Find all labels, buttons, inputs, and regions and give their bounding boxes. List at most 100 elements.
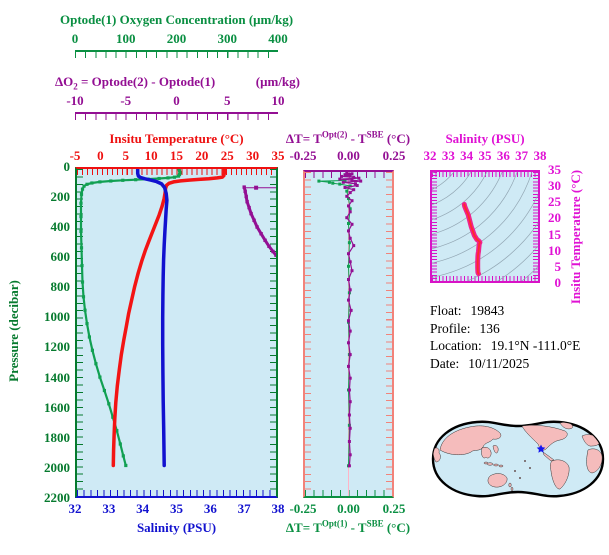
delta-o2-title-units: (μm/kg) [255,74,300,89]
salinity-axis-title: Salinity (PSU) [136,520,217,535]
marker-delta-o2 [271,249,275,254]
marker-dt-opt2-sbe [348,453,352,457]
marker-dt-opt1-sbe [347,241,351,245]
oxygen-axis-title: Optode(1) Oxygen Concentration (μm/kg) [60,12,294,27]
temp-axis-ticklabels: -5 0 5 10 15 20 25 30 35 [69,148,285,163]
marker-oxygen [177,169,182,173]
dt-bottom-axis-title: ΔT= TOpt(1) - TSBE (°C) [285,518,411,535]
marker-dt-opt1-sbe [343,179,347,182]
location-row: Location: 19.1°N -111.0°E [430,337,580,355]
delta-o2-axis-ticks [75,114,278,120]
marker-dt-opt2-sbe [352,244,356,248]
marker-dt-opt2-sbe [348,353,352,357]
float-label: Float: [430,303,462,318]
pressure-axis-title: Pressure (decibar) [6,280,21,382]
map-landmasses [433,421,603,492]
marker-oxygen [98,180,102,184]
marker-dt-opt2-sbe [350,199,354,203]
marker-dt-opt2-sbe [349,308,353,312]
ts-salinity-title: Salinity (PSU) [445,131,525,146]
float-value: 19843 [470,303,505,318]
float-id-row: Float: 19843 [430,302,580,320]
dt-scatter [317,172,363,496]
ts-top-inner-ticks [432,172,538,177]
marker-dt-opt1-sbe [348,207,352,211]
marker-oxygen [90,181,94,185]
profile-label: Profile: [430,320,471,336]
marker-dt-opt2-sbe [348,288,352,292]
marker-oxygen [80,264,84,268]
marker-dt-opt2-sbe [350,172,354,176]
marker-dt-opt2-sbe [355,184,359,187]
marker-oxygen [115,429,119,433]
main-profile-curves [79,169,276,468]
marker-oxygen [85,322,89,326]
marker-dt-opt2-sbe [345,172,349,175]
marker-oxygen [79,201,83,205]
marker-oxygen [80,280,85,284]
marker-oxygen [111,415,115,419]
marker-oxygen [107,402,111,406]
delta-o2-axis-ticklabels: -10 -5 0 5 10 [66,93,285,108]
date-value: 10/11/2025 [468,355,530,371]
marker-delta-o2 [252,218,256,222]
marker-dt-opt2-sbe [348,376,352,380]
salinity-axis-inner-ticks [77,490,276,496]
series-dt-opt1-sbe [318,180,351,467]
pressure-axis-ticklabels: 0 200 400 600 800 1000 1200 1400 1600 1800 2000 220… [44,159,70,505]
marker-dt-opt2-sbe [352,188,356,192]
marker-oxygen [118,442,122,446]
ts-plot [430,170,540,283]
marker-dt-opt2-sbe [340,174,343,178]
marker-dt-opt2-sbe [350,222,354,226]
density-contours [432,172,538,281]
marker-oxygen [81,295,86,299]
marker-delta-o2 [242,185,246,189]
marker-dt-opt2-sbe [345,216,349,220]
marker-dt-opt2-sbe [348,260,352,264]
oxygen-axis-ticks [75,52,278,58]
marker-dt-opt2-sbe [348,236,352,240]
float-info: Float: 19843 Profile: 136 Location: 19.1°N … [430,302,580,372]
marker-oxygen [121,178,125,182]
marker-dt-opt2-sbe [347,278,350,281]
marker-oxygen [166,176,170,180]
world-map [431,420,605,498]
marker-dt-opt1-sbe [345,189,349,193]
marker-dt-opt2-sbe [347,464,351,468]
marker-dt-opt2-sbe [352,175,356,179]
marker-dt-opt2-sbe [348,329,352,333]
marker-dt-opt2-sbe [357,176,361,180]
marker-oxygen [178,171,182,175]
marker-delta-o2 [243,189,247,193]
series-delta-o2 [242,185,276,257]
marker-delta-o2 [245,200,249,204]
ts-diagram [432,172,538,281]
marker-dt-opt1-sbe [338,182,342,186]
marker-dt-opt2-sbe [350,178,354,182]
marker-dt-opt2-sbe [348,191,352,195]
marker-dt-opt2-sbe [347,440,351,443]
marker-dt-opt2-sbe [338,177,342,181]
marker-oxygen [102,388,106,393]
marker-oxygen [87,335,91,339]
marker-dt-opt2-sbe [348,400,352,404]
date-row: Date: 10/11/2025 [430,355,580,373]
marker-oxygen [157,176,161,181]
ts-salinity-ticklabels: 32 33 34 35 36 37 38 [423,148,547,163]
series-salinity [135,169,169,468]
marker-dt-opt1-sbe [347,264,350,268]
marker-dt-opt2-sbe [347,229,350,233]
delta-o2-axis-title: ΔO2 = Optode(2) - Optode(1) (μm/kg) [55,73,300,91]
marker-delta-o2 [267,244,271,248]
marker-dt-opt2-sbe [347,341,350,345]
dt-top-ticklabels: -0.25 0.00 0.25 [289,148,406,163]
marker-dt-opt2-sbe [350,269,354,273]
dt-bottom-ticklabels: -0.25 0.00 0.25 [289,501,406,516]
marker-dt-opt2-sbe [347,298,350,302]
dt-left-inner-ticks [305,172,311,496]
marker-dt-opt2-sbe [347,319,350,323]
marker-dt-opt2-sbe [347,413,351,417]
marker-dt-opt2-sbe [347,252,350,256]
